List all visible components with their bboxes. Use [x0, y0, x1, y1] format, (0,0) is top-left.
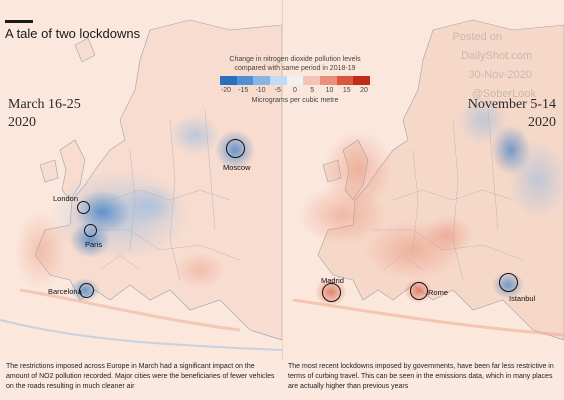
watermark: Posted on DailyShot.com 30-Nov-2020 @Sob…: [452, 28, 536, 104]
map-march-panel: [0, 0, 282, 360]
legend-swatch: [270, 76, 287, 85]
legend-swatch: [320, 76, 337, 85]
period-march-year: 2020: [8, 115, 36, 130]
legend-swatch: [286, 76, 304, 85]
period-november-year: 2020: [528, 115, 556, 130]
legend-color-scale: [220, 76, 371, 85]
legend-swatch: [353, 76, 371, 85]
legend-swatch: [303, 76, 321, 85]
period-label-march: March 16-25 2020: [8, 96, 81, 132]
paris-marker: [84, 224, 97, 237]
caption-november: The most recent lockdowns imposed by gov…: [288, 363, 554, 390]
city-label-london: London: [53, 194, 79, 203]
legend-heading-2: compared with same period in 2018-19: [234, 65, 356, 72]
legend-unit: Micrograms per cubic metre: [251, 97, 339, 104]
legend-tick-label: -5: [274, 87, 281, 94]
city-label-madrid: Madrid: [321, 276, 344, 285]
legend-tick-label: 20: [360, 87, 368, 94]
period-label-november: November 5-14 2020: [468, 96, 556, 132]
moscow-marker: [226, 139, 245, 158]
legend-swatch: [220, 76, 237, 85]
watermark-line-4: @SoberLook: [471, 88, 536, 100]
title-accent-bar: [5, 20, 33, 23]
legend-tick-label: 0: [293, 87, 297, 94]
panel-divider: [282, 0, 283, 360]
map-march: [0, 0, 282, 360]
city-label-moscow: Moscow: [223, 163, 251, 172]
legend-heading-1: Change in nitrogen dioxide pollution lev…: [229, 56, 361, 63]
madrid-marker: [322, 283, 341, 302]
legend-tick-label: 15: [342, 87, 351, 94]
city-label-rome: Rome: [428, 288, 449, 297]
legend-tick-label: 10: [325, 87, 334, 94]
legend-tick-label: 5: [310, 87, 315, 94]
istanbul-marker: [499, 273, 518, 292]
period-november-dates: November 5-14: [467, 97, 556, 112]
london-marker: [77, 201, 90, 214]
legend-tick-label: -10: [255, 87, 266, 94]
figure-title: A tale of two lockdowns: [5, 26, 141, 41]
watermark-line-3: 30-Nov-2020: [468, 69, 532, 81]
city-label-barcelona: Barcelona: [48, 287, 82, 296]
legend-tick-label: -15: [238, 87, 249, 94]
barcelona-marker: [79, 283, 94, 298]
watermark-line-1: Posted on: [452, 31, 502, 43]
legend-ticks: -20 -15 -10 -5 0 5 10 15 20: [220, 86, 370, 95]
legend-swatch: [253, 76, 271, 85]
legend-tick-label: -20: [220, 87, 232, 94]
rome-marker: [410, 282, 428, 300]
color-legend: Change in nitrogen dioxide pollution lev…: [220, 55, 371, 105]
period-march-dates: March 16-25: [8, 97, 81, 112]
watermark-line-2: DailyShot.com: [461, 50, 532, 62]
city-label-istanbul: Istanbul: [509, 294, 536, 303]
legend-swatch: [236, 76, 254, 85]
caption-march: The restrictions imposed across Europe i…: [6, 363, 275, 390]
city-label-paris: Paris: [85, 240, 103, 249]
legend-swatch: [336, 76, 354, 85]
